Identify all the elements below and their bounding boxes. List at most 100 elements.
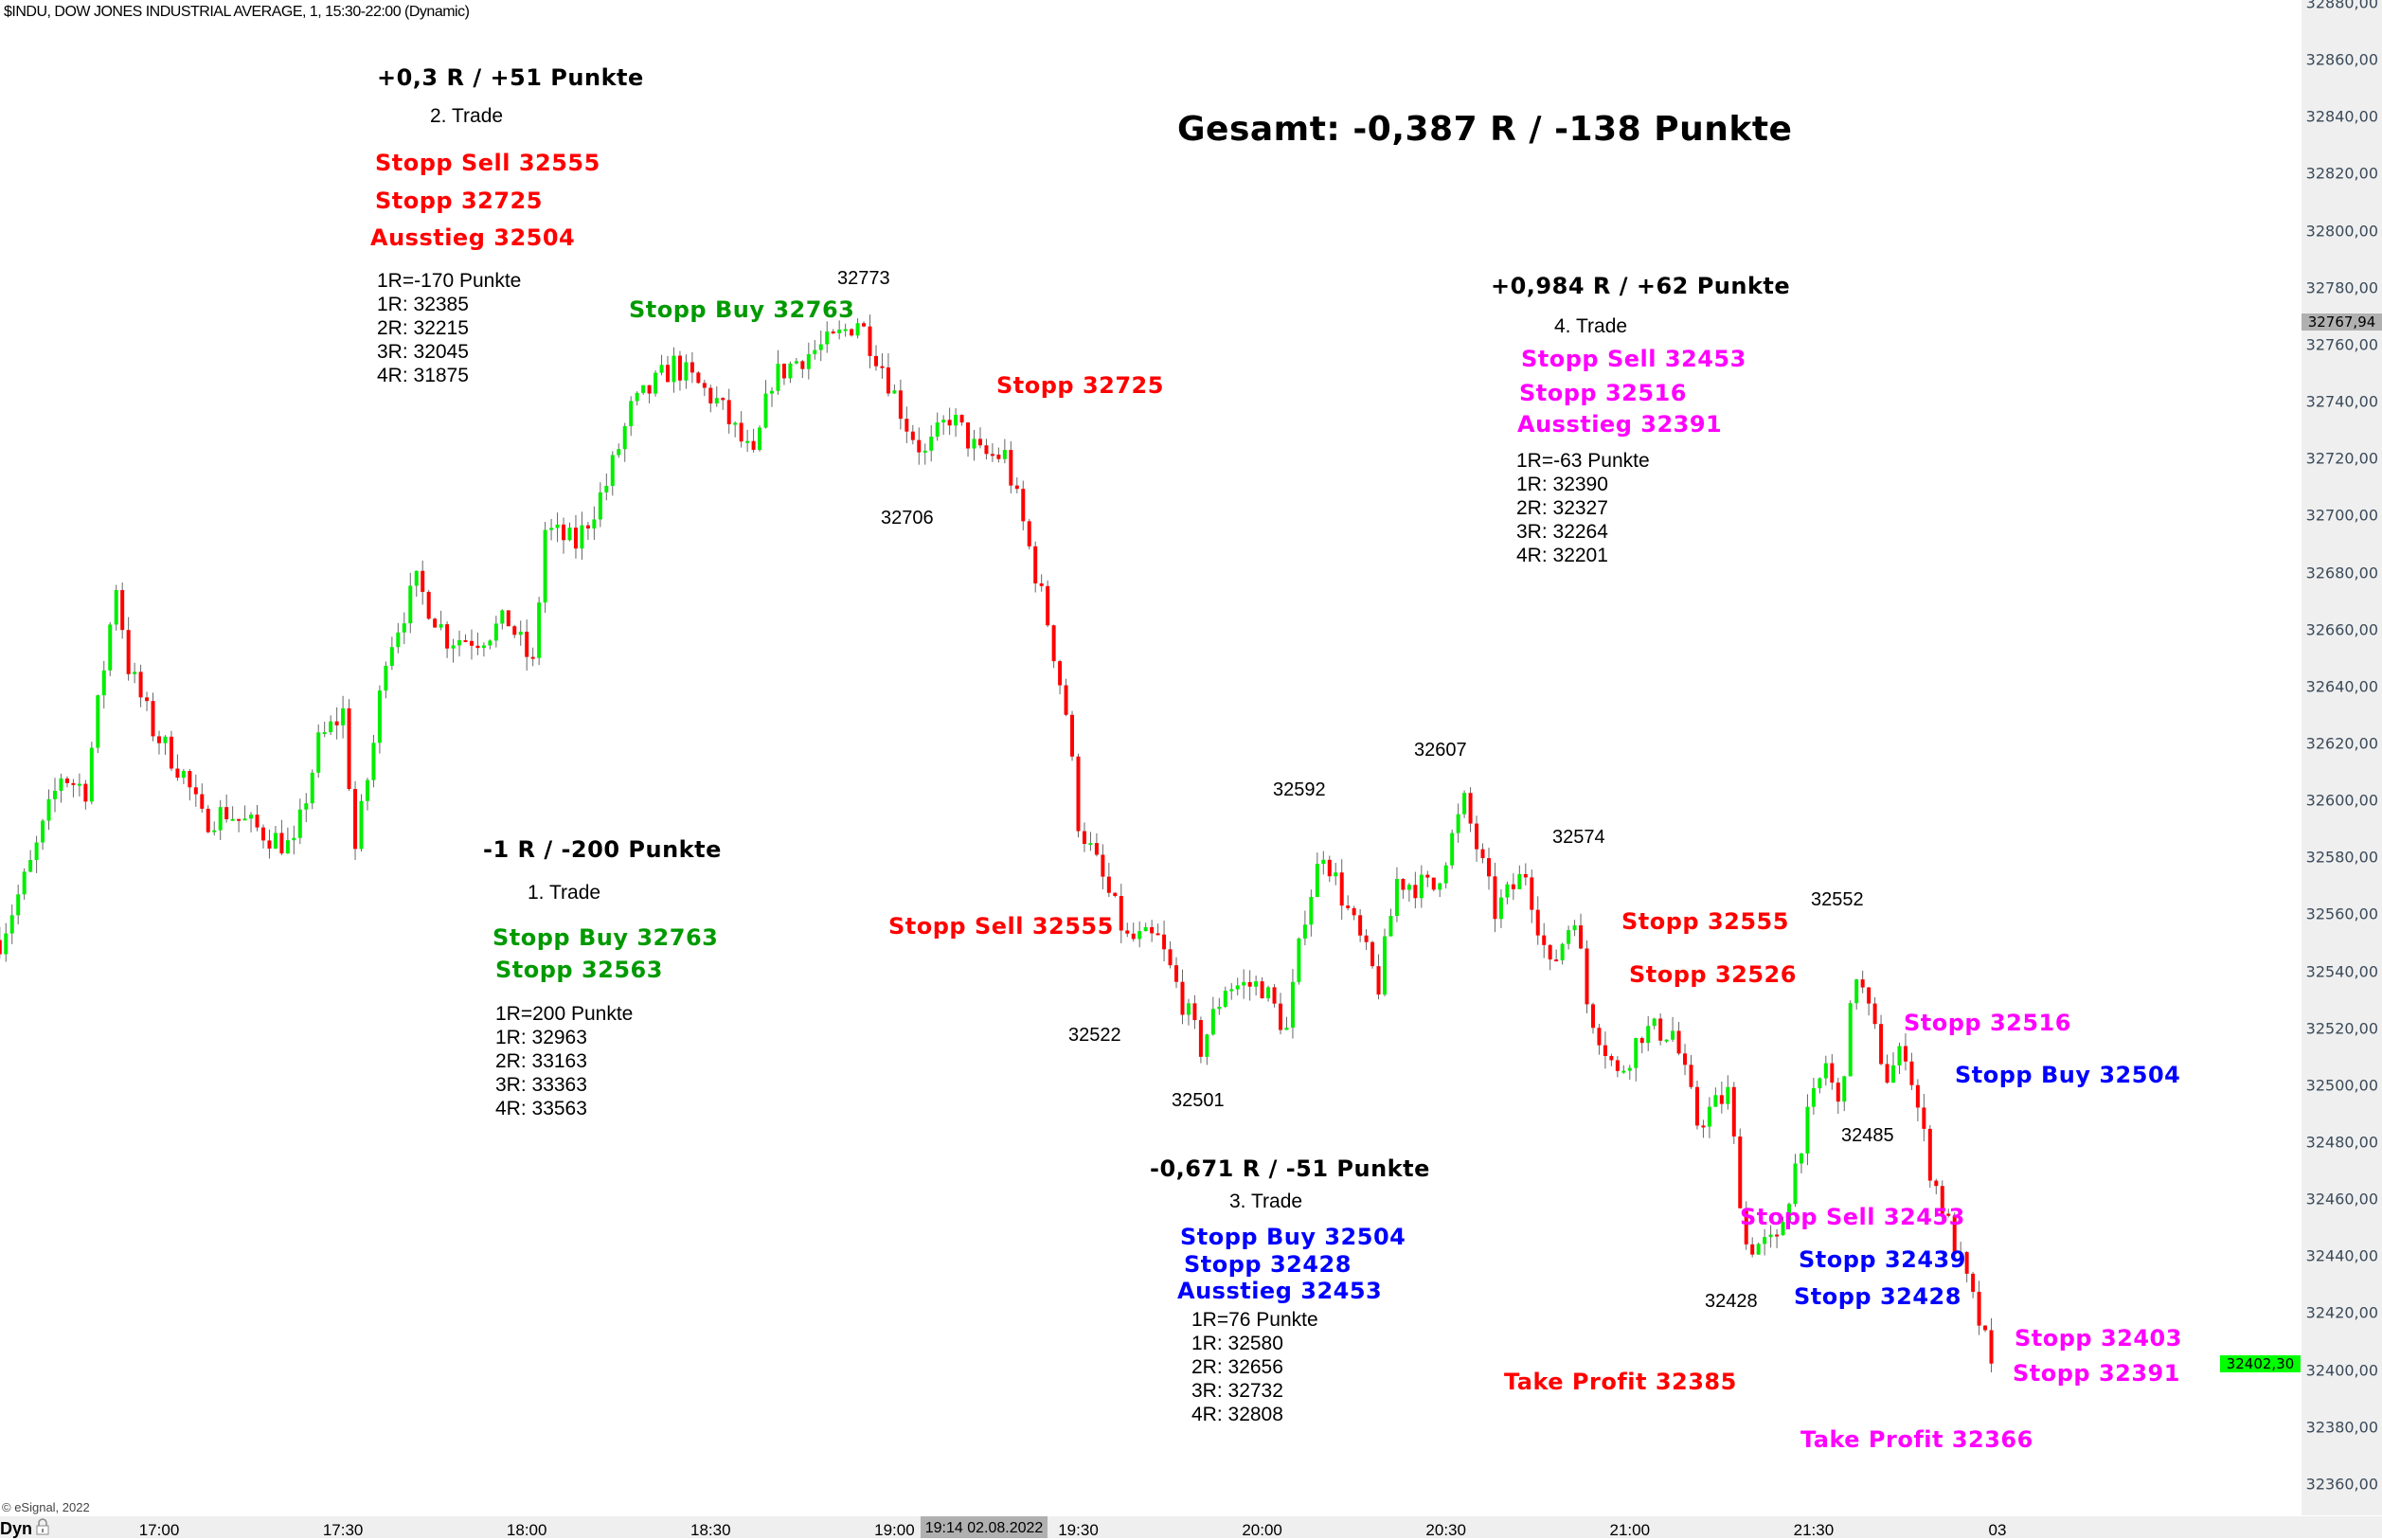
candle <box>218 799 223 840</box>
y-tick-label: 32660,00 <box>2305 620 2378 639</box>
candle <box>1927 1124 1932 1189</box>
candle <box>1468 787 1473 833</box>
candle-body <box>776 364 780 391</box>
candle <box>212 821 217 836</box>
candle-body <box>733 422 738 425</box>
x-tick-label: 17:30 <box>322 1521 364 1539</box>
candle-body <box>1486 858 1491 877</box>
candle <box>0 926 2 958</box>
lock-icon[interactable] <box>36 1518 49 1535</box>
price-axis[interactable]: 32880,00 32860,00 32840,00 32820,00 32800,00… <box>2220 0 2382 1515</box>
candle-body <box>267 840 272 849</box>
candle <box>1217 997 1222 1015</box>
candle <box>1897 1042 1902 1074</box>
candle-body <box>1646 1026 1651 1044</box>
candle-body <box>690 362 694 373</box>
candle-body <box>1346 905 1351 908</box>
candle-body <box>273 833 278 849</box>
candle-body <box>873 355 878 367</box>
candle-body <box>818 344 823 350</box>
copyright: © eSignal, 2022 <box>2 1500 90 1514</box>
candle-body <box>1468 793 1473 824</box>
time-axis[interactable]: Dyn 19:14 02.08.2022 17:00 17:30 18:00 18:3… <box>0 1516 2382 1539</box>
candle <box>28 850 33 873</box>
candle <box>1572 920 1577 937</box>
candle <box>806 342 811 380</box>
candle <box>1554 949 1559 962</box>
candle <box>230 806 235 821</box>
label-stopp-32391: Stopp 32391 <box>2013 1360 2180 1387</box>
candle-body <box>677 355 682 381</box>
y-tick-label: 32720,00 <box>2305 449 2378 468</box>
candle-body <box>285 840 290 854</box>
candle <box>64 776 69 788</box>
candle-body <box>1915 1084 1920 1108</box>
candle <box>1431 877 1436 892</box>
candle <box>1517 865 1522 889</box>
candle <box>1683 1044 1688 1076</box>
candle <box>659 354 664 376</box>
candle <box>267 829 272 859</box>
candle-body <box>935 422 940 438</box>
candle <box>562 517 566 554</box>
y-tick-label: 32580,00 <box>2305 848 2378 867</box>
candle <box>1438 882 1442 898</box>
candle <box>1823 1055 1828 1086</box>
candle <box>493 616 498 648</box>
candle-body <box>543 529 547 603</box>
dynamic-mode-label[interactable]: Dyn <box>0 1519 33 1538</box>
candle-body <box>457 640 462 646</box>
candle <box>77 773 81 797</box>
candle <box>341 695 346 739</box>
trade2-exit: Ausstieg 32504 <box>370 224 576 251</box>
label-stopp-sell-32453: Stopp Sell 32453 <box>1740 1204 1965 1230</box>
candlestick-plot[interactable] <box>0 0 2301 1515</box>
candle-body <box>341 707 346 725</box>
candle <box>641 385 646 395</box>
trade2-r3: 3R: 32045 <box>377 341 469 363</box>
candle <box>101 660 106 709</box>
candle-body <box>353 789 358 850</box>
candle <box>41 818 45 851</box>
candle <box>1805 1094 1810 1166</box>
candle <box>169 730 173 771</box>
candle-body <box>1548 944 1552 960</box>
y-tick-label: 32500,00 <box>2305 1076 2378 1095</box>
price-label-32706: 32706 <box>881 508 934 528</box>
candle <box>433 618 438 628</box>
candle-body <box>1615 1060 1620 1071</box>
candle <box>1346 895 1351 911</box>
candle <box>868 314 872 368</box>
candle <box>990 443 994 462</box>
candle-body <box>28 860 33 872</box>
candle-body <box>1946 1213 1951 1216</box>
candle-body <box>813 349 817 354</box>
candle-body <box>1842 1076 1847 1102</box>
candle <box>133 662 137 684</box>
candle <box>1830 1053 1835 1090</box>
candle-body <box>1101 854 1105 877</box>
candle-body <box>59 778 63 791</box>
candle-body <box>1279 1003 1283 1030</box>
candle-body <box>34 842 39 861</box>
candle <box>1603 1031 1607 1069</box>
candle <box>16 884 21 924</box>
candle-body <box>1891 1065 1896 1083</box>
candle-body <box>384 665 388 691</box>
candle-body <box>1002 450 1007 459</box>
candle <box>237 818 242 833</box>
candle <box>1327 855 1332 883</box>
candle <box>1186 998 1191 1026</box>
y-tick-label: 32700,00 <box>2305 506 2378 525</box>
candle <box>108 621 113 676</box>
candle-body <box>1394 879 1399 917</box>
candle-body <box>1781 1222 1785 1236</box>
candle-body <box>850 329 854 336</box>
candle-body <box>475 645 480 649</box>
candle <box>1119 884 1123 943</box>
price-label-32552: 32552 <box>1811 889 1864 910</box>
candle-body <box>708 387 713 403</box>
candle <box>880 352 885 379</box>
candle <box>1915 1079 1920 1121</box>
candle <box>1401 878 1406 900</box>
